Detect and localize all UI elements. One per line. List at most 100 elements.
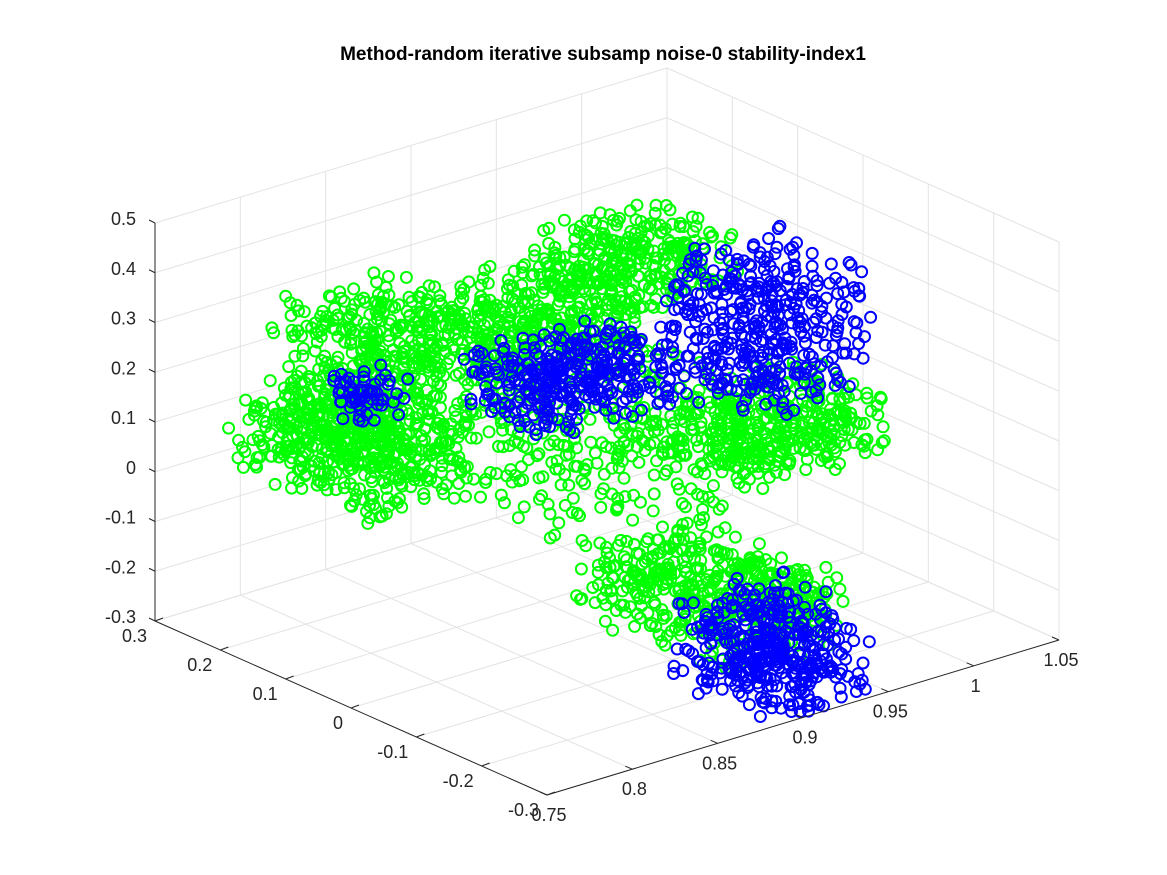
data-point (771, 586, 785, 600)
data-point (497, 496, 511, 510)
data-point (630, 198, 644, 212)
data-point (833, 667, 847, 681)
data-point (308, 421, 322, 435)
data-point (685, 540, 699, 554)
data-point (725, 548, 739, 562)
data-point (222, 421, 236, 435)
data-point (779, 586, 793, 600)
data-point (325, 406, 339, 420)
data-point (666, 345, 679, 359)
data-point (756, 482, 770, 495)
data-point (728, 530, 742, 544)
data-point (283, 421, 297, 435)
data-point (460, 460, 474, 474)
data-point (716, 652, 730, 666)
data-point (430, 475, 444, 489)
data-point (798, 580, 812, 594)
data-point (554, 334, 568, 347)
data-point (595, 219, 609, 233)
data-point (355, 343, 369, 356)
data-point (533, 260, 546, 274)
data-point (627, 488, 641, 502)
data-point (446, 427, 459, 441)
y-tick-label: -0.3 (508, 800, 539, 820)
data-point (823, 276, 836, 290)
data-point (698, 322, 712, 336)
data-point (752, 365, 765, 379)
data-point (392, 424, 406, 438)
data-point (518, 348, 532, 361)
data-point (690, 433, 704, 447)
data-point (797, 329, 811, 343)
data-point (732, 321, 746, 335)
data-point (649, 583, 663, 597)
data-point (326, 321, 339, 335)
data-point (569, 360, 583, 374)
data-point (313, 378, 327, 392)
data-point (467, 472, 481, 486)
data-point (877, 434, 891, 448)
data-point (791, 311, 804, 325)
data-point (513, 390, 527, 404)
data-point (829, 445, 842, 459)
data-point (656, 448, 670, 461)
data-point (443, 352, 457, 366)
data-point (529, 423, 543, 437)
data-point (566, 314, 580, 328)
data-point (607, 411, 621, 425)
data-point (239, 393, 253, 407)
data-point (777, 384, 791, 398)
data-point (635, 403, 648, 417)
data-point (666, 340, 680, 354)
data-point (667, 659, 681, 673)
data-point (572, 373, 586, 387)
data-point (798, 367, 812, 381)
x-tick-mark (1051, 636, 1060, 641)
data-point (357, 370, 371, 384)
data-point (634, 246, 648, 260)
data-point (353, 482, 366, 496)
data-point (637, 379, 651, 393)
grid-line-y-floor (481, 610, 994, 767)
data-point (648, 406, 662, 420)
data-point (762, 232, 776, 245)
data-point (311, 325, 325, 338)
data-point (768, 247, 782, 261)
data-point (287, 373, 301, 387)
data-point (715, 323, 729, 337)
data-point (327, 374, 341, 387)
data-point (732, 453, 746, 467)
data-point (430, 369, 443, 383)
data-point (619, 392, 633, 406)
data-point (382, 499, 396, 513)
data-point (613, 346, 627, 360)
data-point (318, 349, 332, 363)
data-point (238, 445, 252, 459)
data-point (664, 572, 678, 586)
data-point (390, 387, 404, 401)
data-point (604, 276, 618, 290)
data-point (583, 412, 597, 426)
data-point (800, 452, 814, 466)
data-point (833, 681, 847, 695)
data-point (749, 659, 763, 673)
data-point (743, 551, 757, 565)
data-point (246, 433, 260, 447)
data-point (750, 314, 764, 328)
data-point (636, 300, 650, 314)
data-point (648, 206, 662, 220)
data-point (474, 289, 488, 303)
data-point (690, 249, 704, 263)
data-point (727, 643, 741, 657)
data-point (603, 208, 617, 222)
data-point (825, 609, 839, 623)
data-point (835, 276, 849, 289)
data-point (815, 325, 829, 339)
data-point (477, 293, 491, 307)
data-point (612, 369, 626, 382)
data-point (793, 627, 807, 641)
data-point (810, 279, 824, 293)
data-point (425, 405, 439, 419)
data-point (609, 330, 623, 344)
x-tick-mark (881, 688, 889, 693)
